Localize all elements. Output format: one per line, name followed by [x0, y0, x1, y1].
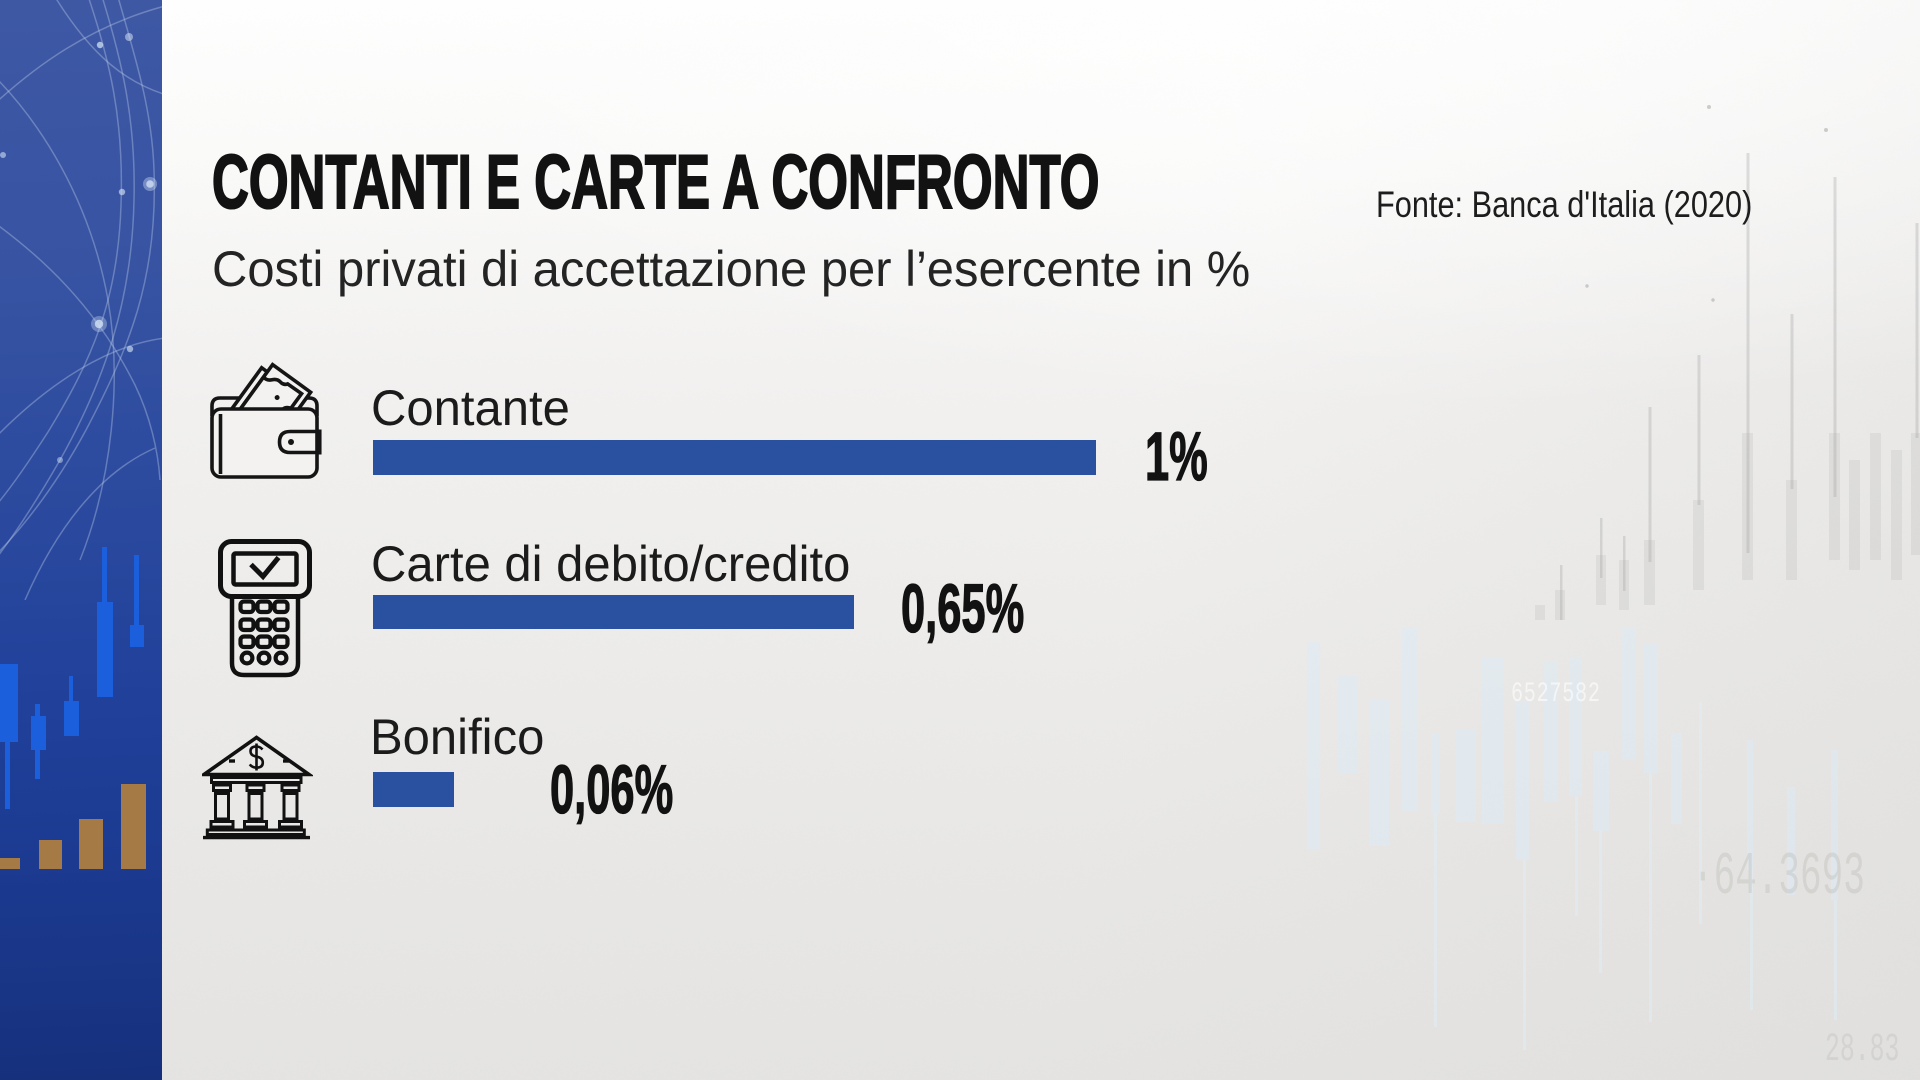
svg-text:6527582: 6527582	[1511, 679, 1601, 710]
svg-text:·64.3693: ·64.3693	[1692, 843, 1865, 911]
svg-text:28.83: 28.83	[1825, 1026, 1899, 1072]
